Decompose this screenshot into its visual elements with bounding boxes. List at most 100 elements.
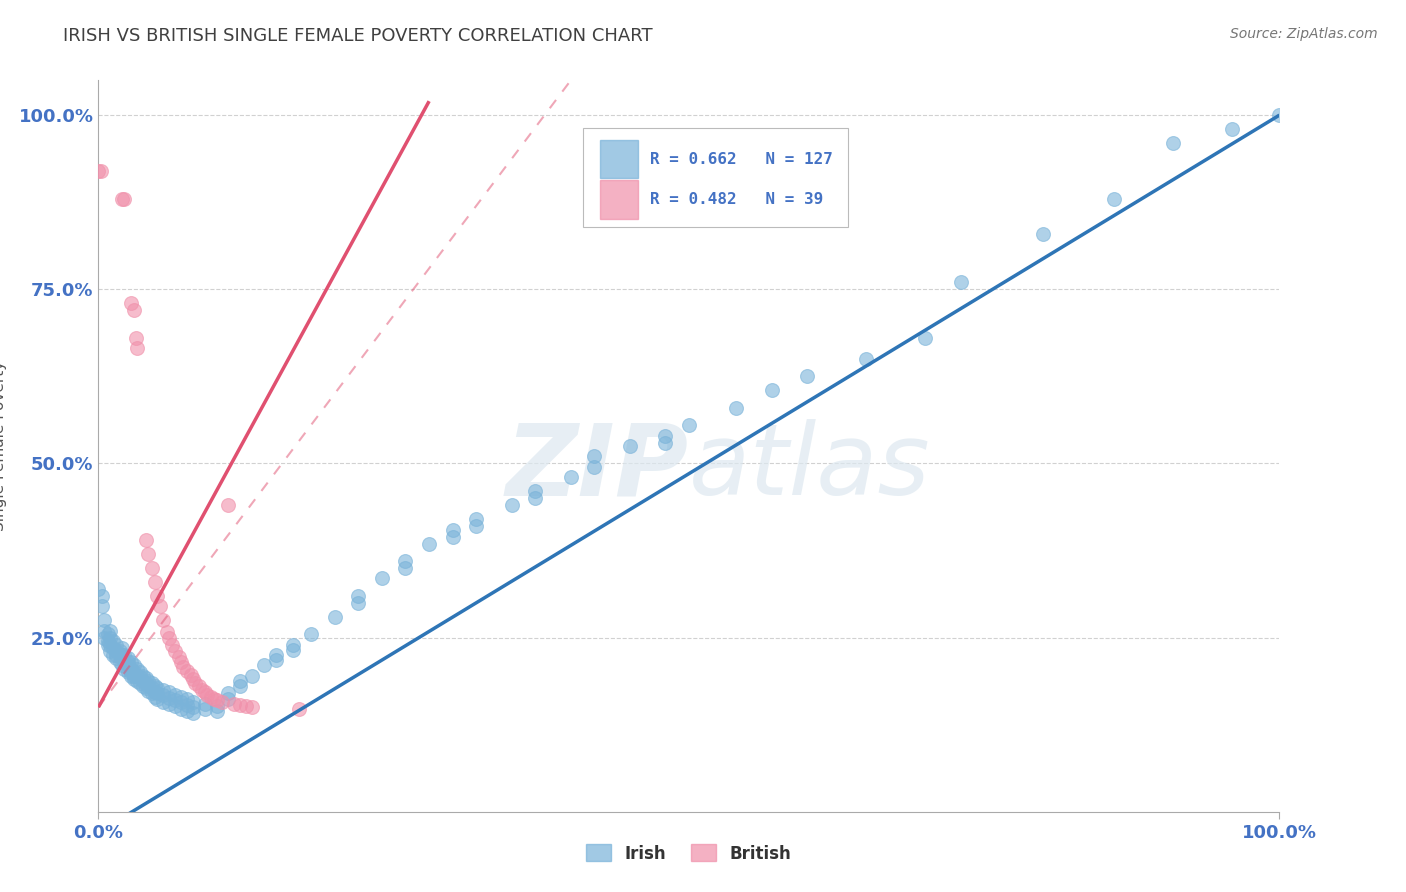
Point [191,682,214,697]
Point [117,651,139,665]
Point [202,691,225,706]
Point [524,484,547,499]
Point [122,303,145,318]
Point [127,673,149,688]
Point [98,624,121,638]
Point [170,695,193,709]
Point [157,631,180,645]
Point [1032,227,1054,241]
Point [465,512,488,526]
Point [205,693,228,707]
Point [132,673,155,688]
Point [112,192,135,206]
Point [112,662,135,676]
Point [560,470,582,484]
Point [211,695,233,709]
Point [156,625,179,640]
Point [229,673,252,688]
Point [796,369,818,384]
Text: ZIP: ZIP [506,419,689,516]
Point [761,384,783,398]
Point [264,653,287,667]
Point [152,689,174,703]
Point [217,498,239,512]
Point [141,681,163,695]
Point [1102,192,1125,206]
FancyBboxPatch shape [582,128,848,227]
Point [347,589,370,603]
Point [105,648,128,662]
Point [240,669,263,683]
Point [165,688,187,702]
Point [176,664,198,678]
Point [288,701,311,715]
Point [111,651,134,665]
Point [170,690,193,704]
Point [101,648,124,662]
Point [194,697,217,711]
Point [93,631,115,645]
Point [101,640,124,655]
Point [117,655,139,669]
Point [725,401,748,415]
Text: IRISH VS BRITISH SINGLE FEMALE POVERTY CORRELATION CHART: IRISH VS BRITISH SINGLE FEMALE POVERTY C… [63,27,652,45]
Point [101,634,124,648]
Point [181,673,204,687]
Point [323,609,346,624]
Point [136,684,159,698]
Point [235,698,257,713]
Point [152,695,174,709]
Point [136,547,159,561]
Point [583,459,606,474]
Point [229,698,252,713]
Point [135,681,157,695]
Point [371,571,394,585]
Point [157,691,180,706]
Text: atlas: atlas [689,419,931,516]
Point [264,648,287,662]
Point [146,686,169,700]
Point [135,533,157,547]
Point [157,685,180,699]
Point [180,668,202,682]
Point [135,676,157,690]
Point [283,643,305,657]
Point [87,164,110,178]
Point [1220,122,1243,136]
Point [93,613,115,627]
Point [347,596,370,610]
Point [949,275,972,289]
Point [299,627,322,641]
Point [121,662,143,676]
Point [143,574,166,589]
Point [441,530,464,544]
Point [146,681,169,695]
Point [122,665,145,680]
Point [152,682,174,697]
Point [176,691,198,706]
Point [90,164,112,178]
Point [501,498,523,512]
Point [143,685,166,699]
Point [194,702,217,716]
Point [136,673,159,688]
Point [111,648,134,662]
Point [160,638,183,652]
Point [441,523,464,537]
Point [619,439,641,453]
Point [121,655,143,669]
Point [127,662,149,676]
Point [141,676,163,690]
Point [121,665,143,680]
Point [394,554,416,568]
Point [240,700,263,714]
Point [97,627,120,641]
Point [654,428,676,442]
Point [253,658,276,673]
Point [914,331,936,345]
Point [111,658,134,673]
Point [205,705,228,719]
Point [1268,108,1291,122]
Point [524,491,547,506]
Point [132,669,155,683]
